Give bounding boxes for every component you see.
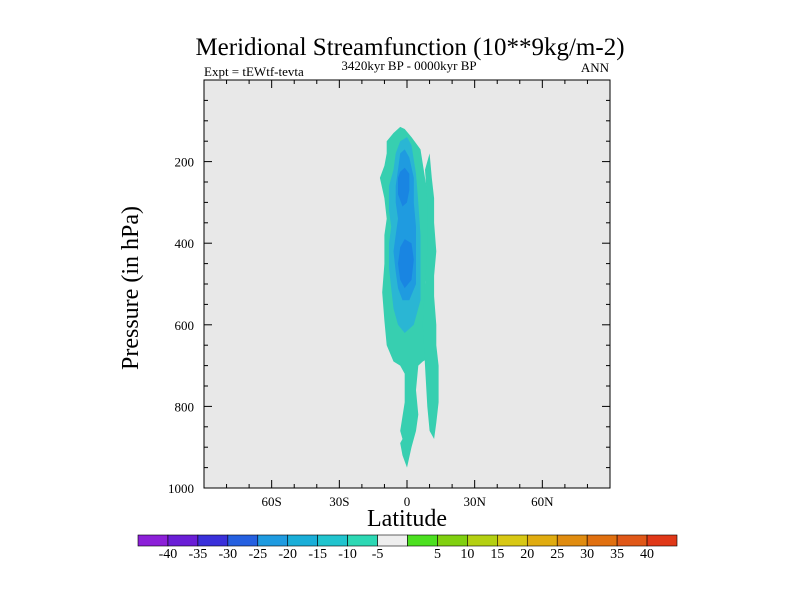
y-tick-label: 800 <box>175 399 195 414</box>
chart-subtitle-center: 3420kyr BP - 0000kyr BP <box>341 58 476 73</box>
axis-ticks: 60S 30S 0 30N 60N 200 400 600 800 1000 <box>168 80 610 509</box>
colorbar-swatch <box>317 534 348 547</box>
contour-region-6 <box>398 239 414 289</box>
chart-title: Meridional Streamfunction (10**9kg/m-2) <box>195 34 624 61</box>
colorbar-label: 20 <box>520 547 534 562</box>
colorbar-label: 5 <box>434 547 441 562</box>
colorbar-swatch <box>497 534 528 547</box>
colorbar-label: -35 <box>189 547 208 562</box>
colorbar: -40 -35 -30 -25 -20 -15 -10 -5 5 10 15 20 25 30 35 40 <box>137 534 678 562</box>
colorbar-label: -25 <box>248 547 267 562</box>
colorbar-swatch <box>167 534 199 547</box>
x-tick-label: 0 <box>404 494 411 509</box>
x-tick-label: 30S <box>329 494 349 509</box>
colorbar-label: -5 <box>372 547 384 562</box>
colorbar-swatch <box>437 534 468 547</box>
x-tick-label: 30N <box>463 494 486 509</box>
colorbar-swatch <box>227 534 259 547</box>
colorbar-swatch <box>586 534 618 547</box>
colorbar-label: -15 <box>308 547 327 562</box>
chart-subtitle-right: ANN <box>581 60 610 75</box>
x-tick-label: 60N <box>531 494 554 509</box>
colorbar-swatch <box>467 534 498 547</box>
colorbar-swatch <box>526 534 558 547</box>
colorbar-swatch <box>287 534 318 547</box>
chart-subtitle-left: Expt = tEWtf-tevta <box>204 64 304 79</box>
y-axis-label: Pressure (in hPa) <box>118 206 144 370</box>
colorbar-swatch <box>407 534 438 547</box>
y-tick-label: 600 <box>175 318 195 333</box>
y-tick-label: 400 <box>175 236 195 251</box>
colorbar-label: 10 <box>460 547 474 562</box>
colorbar-swatch <box>646 534 678 547</box>
colorbar-label: -40 <box>159 547 178 562</box>
colorbar-swatch <box>556 534 588 547</box>
colorbar-swatch <box>347 534 378 547</box>
colorbar-label: -10 <box>338 547 357 562</box>
colorbar-label: -30 <box>218 547 237 562</box>
colorbar-label: 35 <box>610 547 624 562</box>
colorbar-label: 25 <box>550 547 564 562</box>
contour-layer <box>379 126 439 468</box>
contour-region-5 <box>398 167 410 207</box>
y-tick-label: 200 <box>175 155 195 170</box>
x-tick-label: 60S <box>262 494 282 509</box>
colorbar-label: 15 <box>490 547 504 562</box>
colorbar-swatch <box>257 534 289 547</box>
contour-region-2 <box>422 153 439 439</box>
colorbar-swatch <box>197 534 229 547</box>
y-tick-label: 1000 <box>168 481 194 496</box>
colorbar-label: -20 <box>278 547 297 562</box>
x-axis-label: Latitude <box>367 506 447 532</box>
colorbar-swatch <box>137 534 169 547</box>
colorbar-label: 40 <box>640 547 654 562</box>
colorbar-label: 30 <box>580 547 594 562</box>
colorbar-swatch <box>616 534 648 547</box>
colorbar-swatch <box>377 534 408 547</box>
